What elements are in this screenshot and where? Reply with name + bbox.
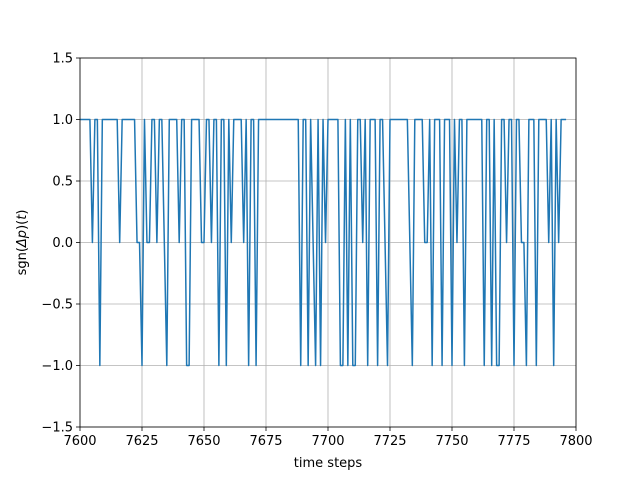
y-axis-label-mid: )( bbox=[15, 220, 30, 230]
y-axis-label: sgn(Δp)(t) bbox=[15, 210, 30, 276]
x-tick-label: 7700 bbox=[311, 434, 344, 449]
y-axis-label-delta: Δ bbox=[15, 238, 30, 248]
y-tick-label: −1.0 bbox=[41, 359, 73, 374]
x-tick-label: 7675 bbox=[249, 434, 282, 449]
y-tick-label: −0.5 bbox=[41, 298, 73, 313]
ticks: 7600 7625 7650 7675 7700 7725 7750 7775 7800 −1.5… bbox=[41, 52, 592, 450]
y-tick-label: 1.5 bbox=[52, 52, 73, 67]
x-axis-label: time steps bbox=[294, 456, 363, 471]
y-axis-label-suffix: ) bbox=[15, 210, 30, 215]
x-tick-label: 7600 bbox=[63, 434, 96, 449]
y-tick-label: 1.0 bbox=[52, 113, 73, 128]
y-axis-label-t: t bbox=[15, 214, 30, 220]
x-tick-label: 7625 bbox=[125, 434, 158, 449]
x-tick-label: 7650 bbox=[187, 434, 220, 449]
x-tick-label: 7775 bbox=[497, 434, 530, 449]
x-tick-label: 7800 bbox=[559, 434, 592, 449]
x-tick-label: 7750 bbox=[435, 434, 468, 449]
y-axis-label-prefix: sgn( bbox=[15, 247, 30, 275]
plot-area bbox=[80, 118, 567, 367]
y-axis-label-p: p bbox=[15, 230, 30, 239]
y-tick-label: 0.5 bbox=[52, 175, 73, 190]
y-tick-label: −1.5 bbox=[41, 421, 73, 436]
y-tick-label: 0.0 bbox=[52, 236, 73, 251]
series-line bbox=[80, 118, 567, 367]
x-tick-label: 7725 bbox=[373, 434, 406, 449]
